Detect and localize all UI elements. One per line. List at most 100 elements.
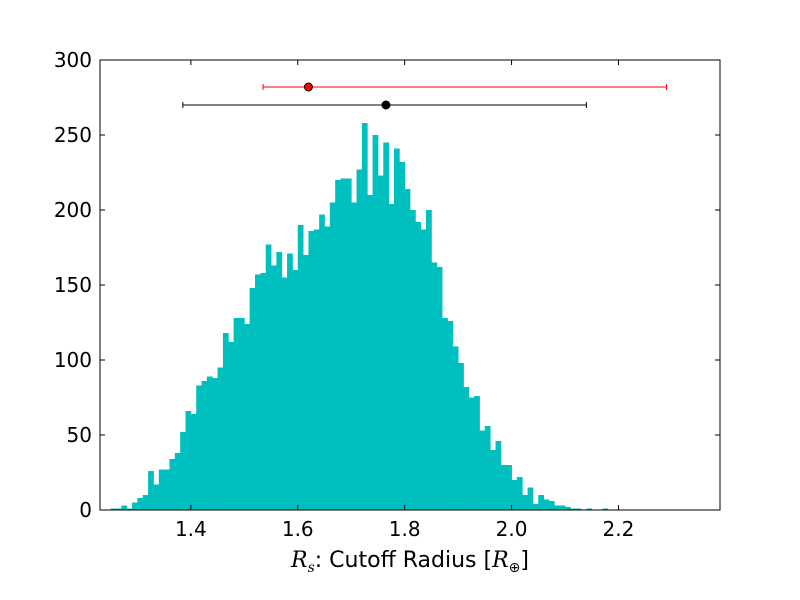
- histogram-bar: [399, 162, 406, 510]
- errorbar-center-marker: [303, 82, 313, 92]
- histogram-bar: [388, 204, 395, 510]
- histogram-bar: [174, 453, 181, 510]
- histogram-bar: [329, 202, 336, 510]
- histogram-bar: [110, 508, 117, 510]
- histogram-bar: [468, 397, 475, 510]
- histogram-bar: [474, 396, 480, 510]
- histogram-bar: [532, 504, 539, 510]
- histogram-bar: [196, 385, 202, 510]
- x-label-subscript: s: [308, 560, 315, 576]
- histogram-bar: [543, 499, 550, 510]
- histogram-bar: [361, 123, 368, 510]
- histogram-bar: [249, 288, 256, 510]
- histogram-bar: [180, 432, 186, 510]
- histogram-bar: [238, 318, 245, 510]
- histogram-bar: [559, 505, 566, 510]
- histogram-bar: [404, 189, 411, 510]
- histogram-bar: [527, 487, 534, 510]
- histogram-bar: [442, 318, 448, 510]
- histogram-bar: [340, 178, 347, 510]
- y-tick-label: 100: [54, 348, 92, 372]
- histogram-bar: [233, 318, 240, 510]
- histogram-bar: [324, 226, 331, 510]
- histogram-bar: [116, 508, 122, 510]
- histogram-bar: [554, 505, 561, 510]
- histogram-bar: [602, 508, 609, 510]
- histogram-bar: [287, 253, 293, 510]
- histogram-bar: [500, 465, 507, 510]
- histogram-bar: [372, 135, 379, 510]
- histogram-bar: [137, 498, 144, 510]
- histogram-bar: [415, 222, 422, 510]
- histogram-bar: [126, 508, 133, 510]
- histogram-bar: [565, 507, 571, 510]
- histogram-bar: [447, 321, 454, 510]
- histogram-bar: [158, 469, 165, 510]
- y-tick-label: 50: [67, 423, 92, 447]
- histogram-bar: [345, 178, 352, 510]
- histogram-bar: [260, 273, 267, 510]
- histogram-bar: [367, 195, 373, 510]
- histogram-bar: [436, 267, 443, 510]
- histogram-bar: [212, 378, 218, 510]
- y-tick-label: 300: [54, 48, 92, 72]
- histogram-bar: [142, 495, 149, 510]
- histogram-bar: [164, 469, 170, 510]
- histogram-bar: [185, 411, 192, 510]
- histogram-bar: [586, 508, 593, 510]
- histogram-bar: [393, 148, 400, 510]
- errorbar-center-marker: [381, 100, 391, 110]
- histogram-bar: [570, 508, 577, 510]
- histogram-bar: [522, 495, 528, 510]
- histogram-bar: [281, 277, 288, 510]
- x-axis-label: Rs: Cutoff Radius [R⊕]: [290, 548, 529, 576]
- histogram-bar: [490, 450, 496, 510]
- histogram-bar: [292, 270, 299, 510]
- histogram-bar: [420, 229, 427, 510]
- x-label-unit-symbol: R: [491, 548, 509, 573]
- histogram-bar: [479, 430, 486, 510]
- x-label-symbol: R: [290, 548, 308, 573]
- histogram-bar: [426, 210, 432, 510]
- x-tick-label: 2.0: [496, 517, 528, 541]
- x-label-bracket: ]: [520, 548, 529, 573]
- histogram-bar: [575, 508, 582, 510]
- histogram-bar: [303, 255, 309, 510]
- histogram-bar: [148, 471, 154, 510]
- histogram-bar: [351, 202, 357, 510]
- y-tick-label: 150: [54, 273, 92, 297]
- histogram-bar: [206, 376, 213, 510]
- y-axis-ticks: 0 50 100 150 200 250 300: [54, 48, 720, 522]
- histogram-bar: [538, 495, 545, 510]
- histogram-bar: [265, 244, 272, 510]
- errorbar-layer: [182, 82, 668, 110]
- histogram-bar: [190, 414, 197, 510]
- histogram-bar: [244, 324, 251, 510]
- histogram-bar: [506, 465, 512, 510]
- y-tick-label: 0: [79, 498, 92, 522]
- histogram-bar: [276, 252, 283, 510]
- histogram-bars: [110, 123, 609, 510]
- histogram-bar: [511, 480, 518, 510]
- histogram-bar: [313, 229, 320, 510]
- x-tick-label: 1.4: [175, 517, 207, 541]
- histogram-bar: [458, 363, 464, 510]
- x-tick-label: 2.2: [603, 517, 635, 541]
- x-label-text: : Cutoff Radius [: [315, 548, 492, 573]
- histogram-bar: [356, 169, 363, 510]
- histogram-bar: [169, 459, 176, 510]
- histogram-bar: [121, 505, 128, 510]
- histogram-bar: [516, 477, 523, 510]
- histogram-bar: [484, 426, 491, 510]
- histogram-bar: [495, 441, 502, 510]
- x-label-unit-subscript: ⊕: [509, 560, 521, 576]
- histogram-bar: [319, 214, 325, 510]
- histogram-bar: [377, 175, 384, 510]
- histogram-bar: [431, 262, 438, 510]
- histogram-bar: [132, 502, 138, 510]
- histogram-bar: [548, 501, 555, 510]
- histogram-bar: [153, 484, 160, 510]
- histogram-bar: [297, 225, 304, 510]
- x-tick-label: 1.6: [282, 517, 314, 541]
